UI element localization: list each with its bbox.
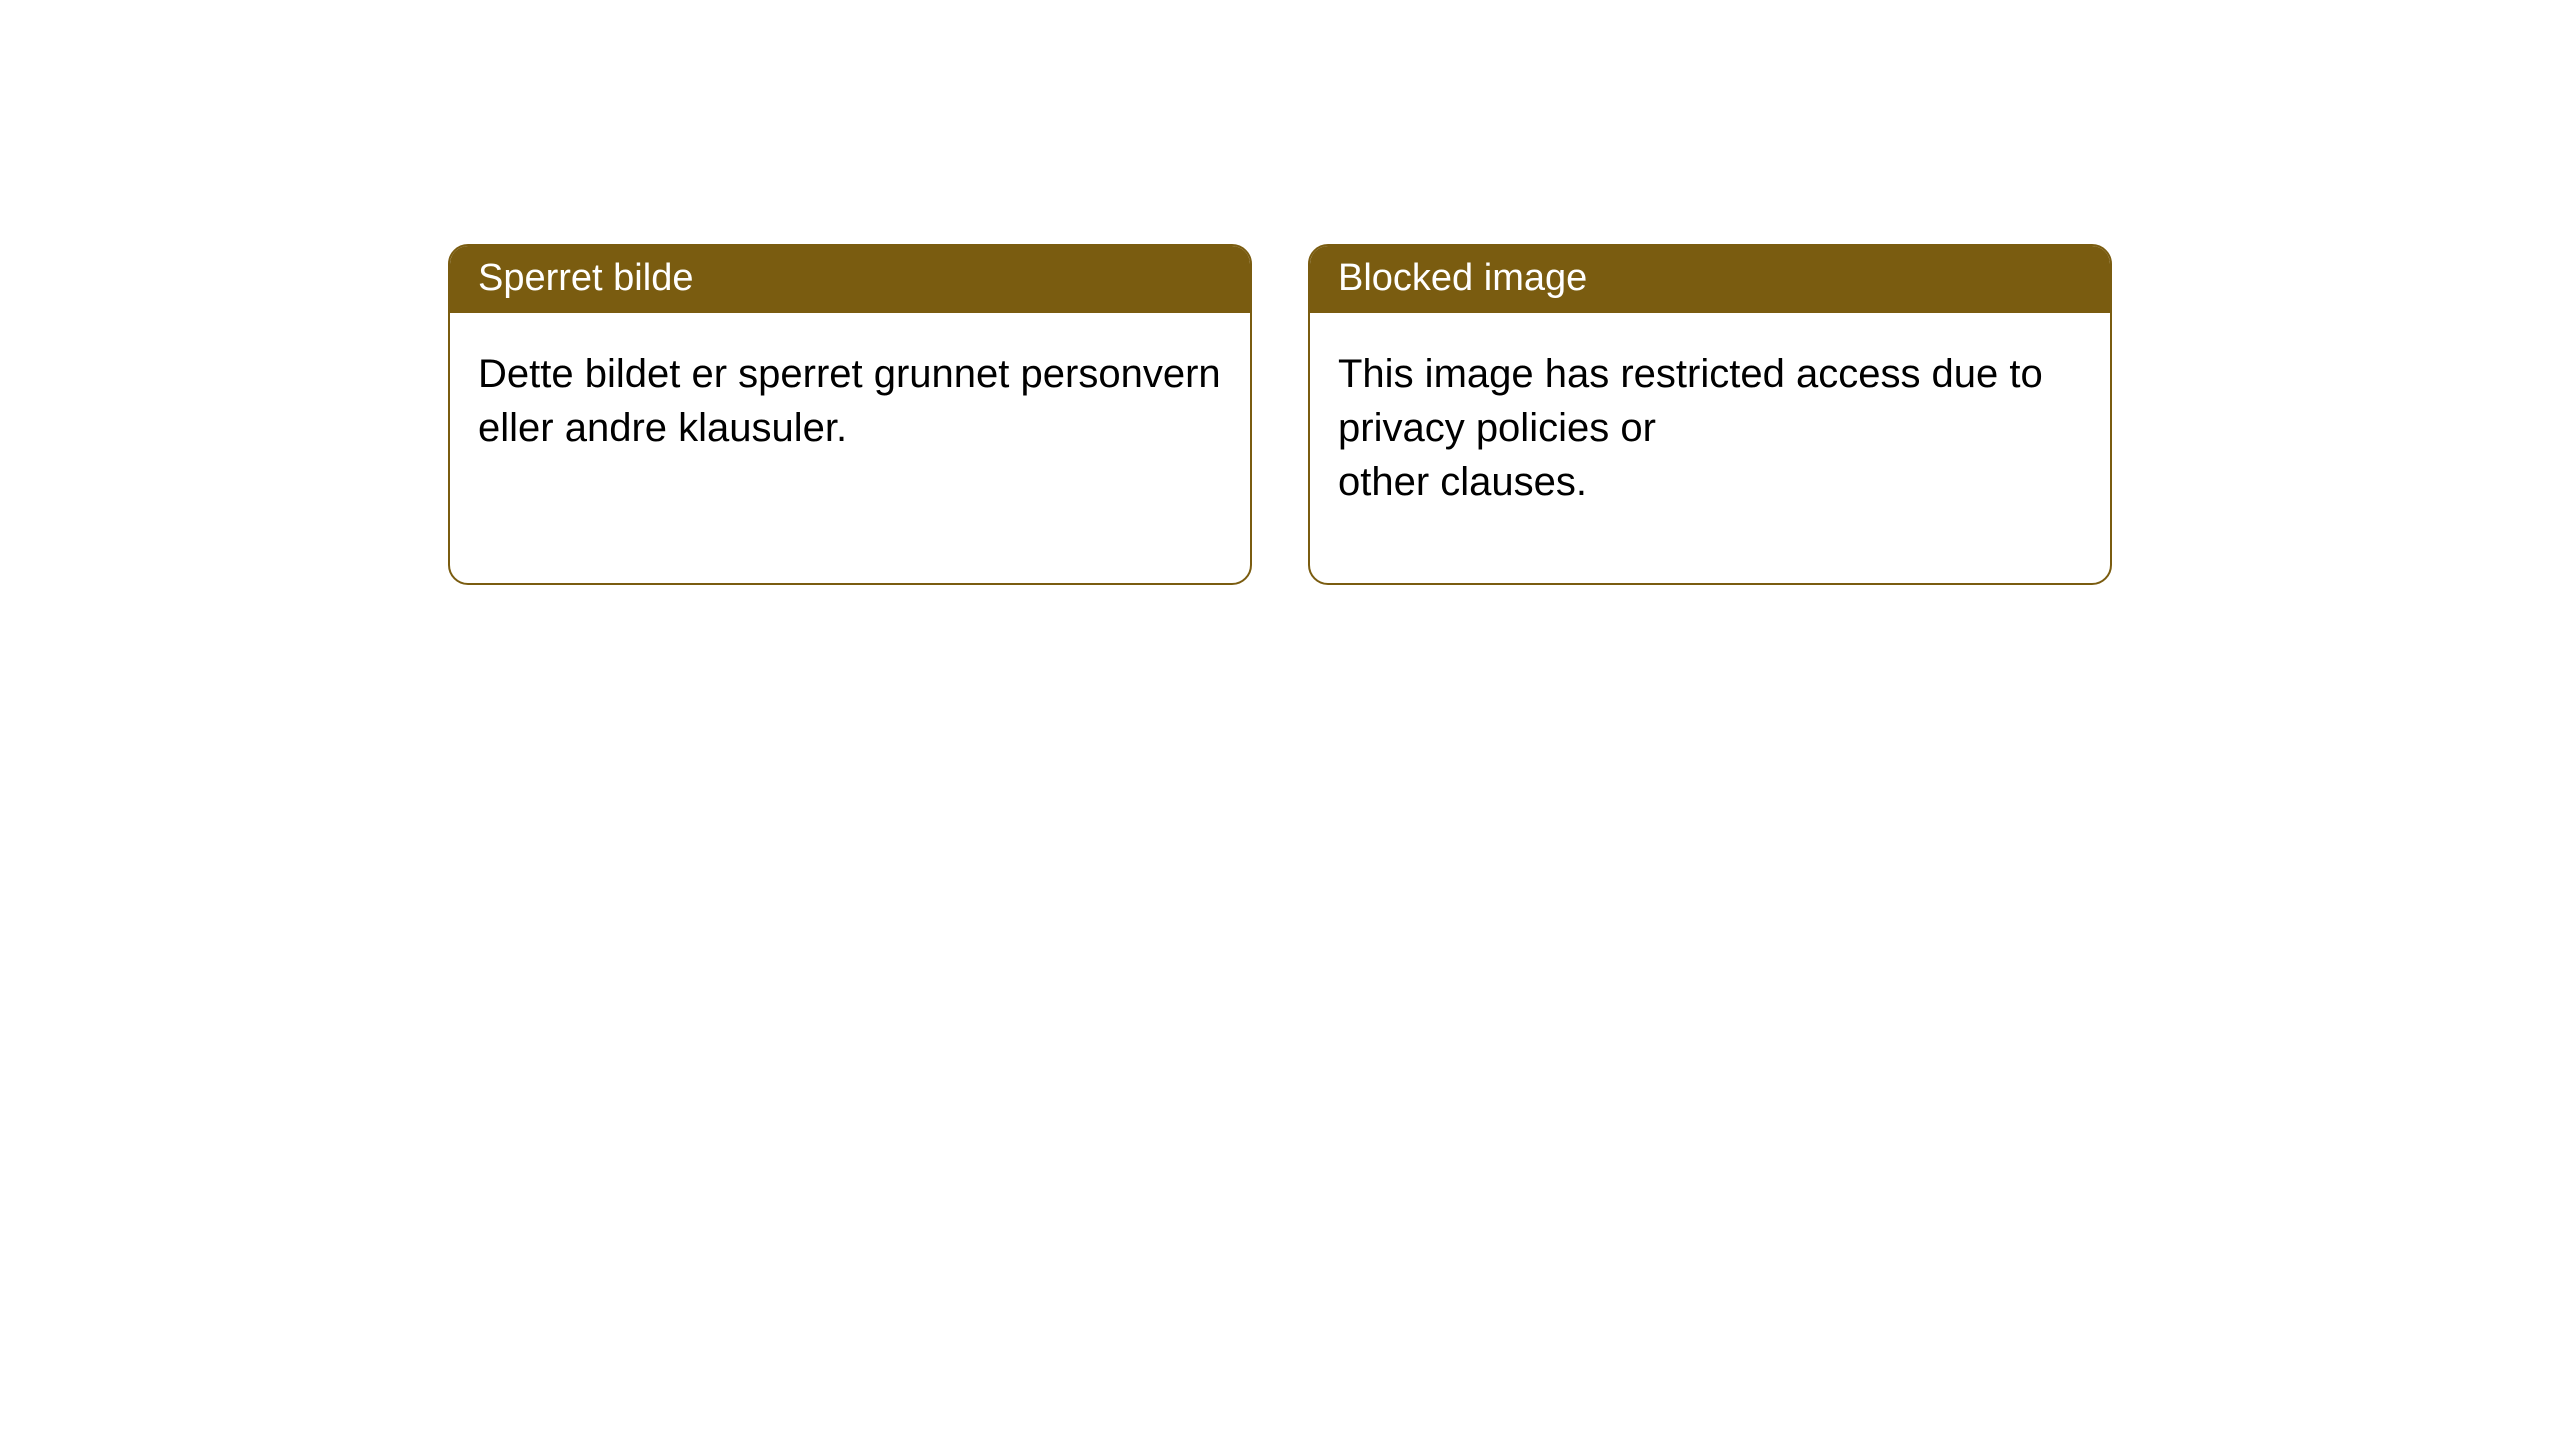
notice-container: Sperret bilde Dette bildet er sperret gr… [0,0,2560,585]
notice-body-english: This image has restricted access due to … [1310,313,2110,583]
notice-body-norwegian: Dette bildet er sperret grunnet personve… [450,313,1250,583]
notice-card-norwegian: Sperret bilde Dette bildet er sperret gr… [448,244,1252,585]
notice-title-norwegian: Sperret bilde [450,246,1250,313]
notice-title-english: Blocked image [1310,246,2110,313]
notice-card-english: Blocked image This image has restricted … [1308,244,2112,585]
